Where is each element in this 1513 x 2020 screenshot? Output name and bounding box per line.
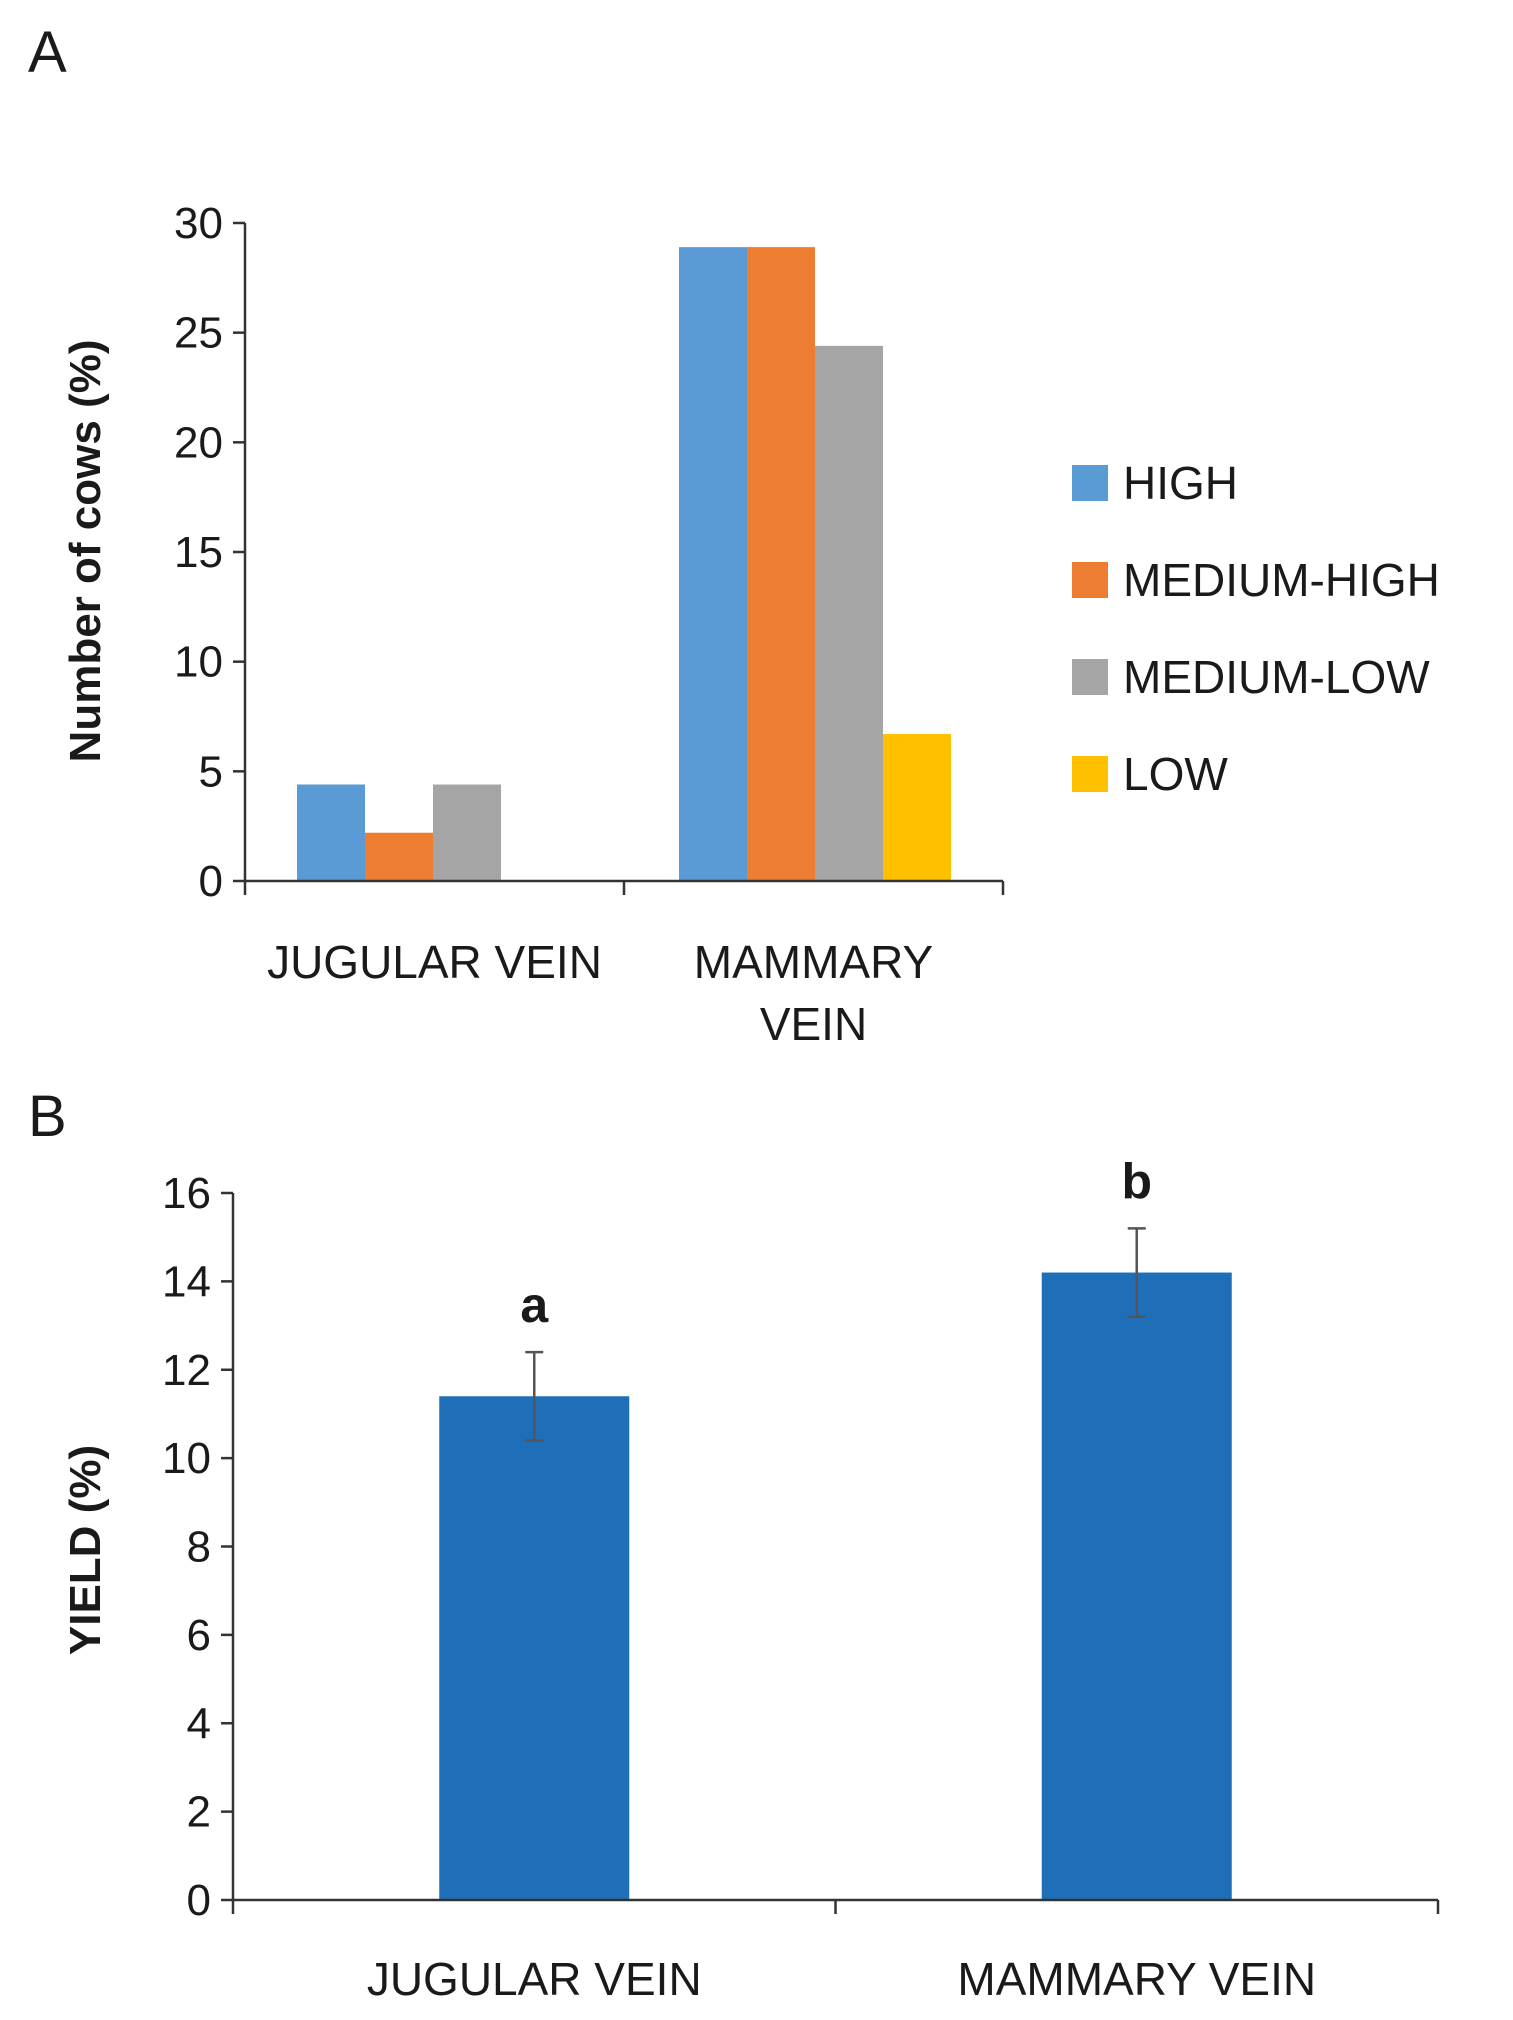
panel-a-legend-swatch-high — [1072, 465, 1108, 501]
panel-a-bars — [297, 247, 951, 882]
panel-b-y-tick-label: 0 — [187, 1876, 211, 1925]
panel-b-significance-label: b — [1121, 1153, 1152, 1209]
panel-a-bar-medium-low-jugular — [433, 784, 501, 881]
panel-b-y-axis-title: YIELD (%) — [61, 1445, 110, 1655]
panel-a-y-tick-label: 15 — [174, 528, 223, 577]
panel-b-bar-mammary — [1041, 1272, 1232, 1900]
panel-b-letter: B — [28, 1084, 67, 1149]
panel-a-bar-medium-high-jugular — [365, 832, 433, 881]
panel-b-bar-jugular — [439, 1396, 630, 1900]
panel-b-y-ticks: 0 2 4 6 8 10 12 14 16 — [162, 1169, 211, 1925]
panel-a-legend-label: MEDIUM-HIGH — [1123, 554, 1440, 606]
panel-a-legend-label: MEDIUM-LOW — [1123, 651, 1430, 703]
panel-b-y-tick-label: 12 — [162, 1346, 211, 1395]
panel-b-bars: ab — [439, 1153, 1232, 1900]
panel-a-letter: A — [28, 20, 67, 85]
panel-a-bar-low-mammary — [883, 734, 951, 881]
panel-a-legend-label: HIGH — [1123, 457, 1238, 509]
panel-b-category-label: MAMMARY VEIN — [957, 1953, 1316, 2005]
panel-b-y-tick-label: 10 — [162, 1434, 211, 1483]
panel-a-bar-chart: A Number of cows (%) 0 5 10 15 20 25 30 JUGULA… — [28, 20, 1440, 1050]
panel-a-y-tick-label: 30 — [174, 199, 223, 248]
panel-a-category-labels: JUGULAR VEIN MAMMARY VEIN — [267, 936, 933, 1050]
panel-a-y-tick-label: 25 — [174, 309, 223, 358]
panel-a-category-label: MAMMARY — [694, 936, 933, 988]
panel-b-y-tick-label: 2 — [187, 1788, 211, 1837]
panel-a-y-tick-label: 10 — [174, 638, 223, 687]
panel-a-legend: HIGH MEDIUM-HIGH MEDIUM-LOW LOW — [1072, 457, 1440, 800]
panel-a-legend-swatch-low — [1072, 756, 1108, 792]
panel-a-bar-high-jugular — [297, 784, 365, 881]
panel-b-y-tick-label: 8 — [187, 1523, 211, 1572]
panel-a-legend-swatch-medium-low — [1072, 659, 1108, 695]
panel-b-y-tick-label: 16 — [162, 1169, 211, 1218]
panel-a-y-axis-title: Number of cows (%) — [61, 340, 110, 763]
panel-a-axes — [233, 221, 1005, 895]
panel-a-y-tick-label: 5 — [199, 747, 223, 796]
panel-b-significance-label: a — [520, 1277, 549, 1333]
panel-a-bar-high-mammary — [679, 247, 747, 882]
panel-a-y-tick-label: 0 — [199, 857, 223, 906]
panel-a-legend-label: LOW — [1123, 748, 1228, 800]
panel-b-y-tick-label: 14 — [162, 1257, 211, 1306]
panel-b-y-tick-label: 6 — [187, 1611, 211, 1660]
panel-a-category-label: VEIN — [760, 998, 867, 1050]
panel-a-category-label: JUGULAR VEIN — [267, 936, 602, 988]
panel-b-category-labels: JUGULAR VEIN MAMMARY VEIN — [367, 1953, 1316, 2005]
panel-b-y-tick-label: 4 — [187, 1699, 211, 1748]
panel-b-axes — [221, 1191, 1440, 1914]
panel-a-y-tick-label: 20 — [174, 418, 223, 467]
panel-a-bar-medium-low-mammary — [815, 345, 883, 881]
panel-b-category-label: JUGULAR VEIN — [367, 1953, 702, 2005]
panel-a-y-ticks: 0 5 10 15 20 25 30 — [174, 199, 223, 906]
panel-a-legend-swatch-medium-high — [1072, 562, 1108, 598]
panel-a-bar-medium-high-mammary — [747, 247, 815, 882]
